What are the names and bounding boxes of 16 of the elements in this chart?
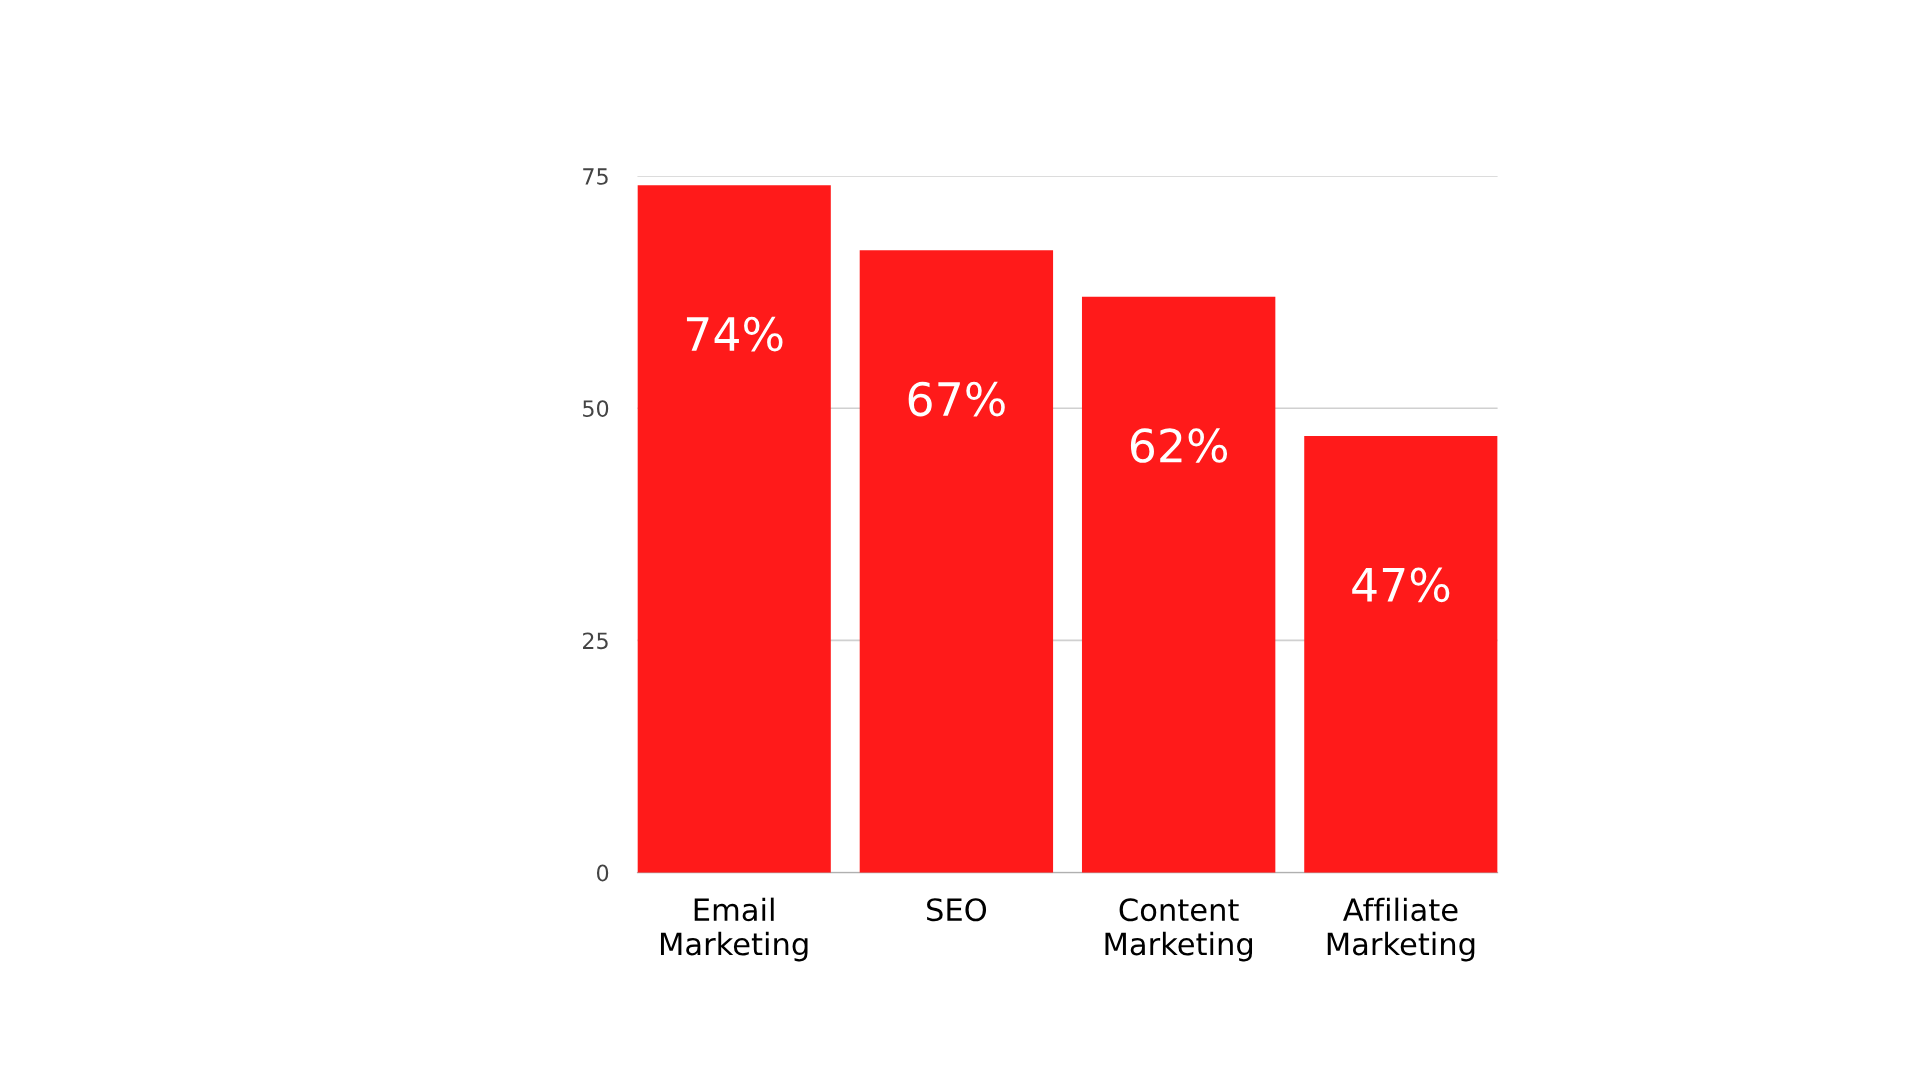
x-tick-label: Affiliate Marketing (1327, 897, 1475, 962)
bar (1304, 436, 1498, 873)
data-label: 74% (686, 316, 783, 352)
y-tick-label: 50 (583, 400, 609, 417)
x-tick-label: Email Marketing (660, 897, 808, 962)
x-tick-label: SEO (927, 898, 987, 922)
y-tick-label: 75 (583, 168, 608, 185)
bar (859, 250, 1054, 873)
data-label: 47% (1352, 567, 1450, 603)
data-label: 62% (1130, 428, 1228, 463)
bar (637, 185, 831, 873)
data-label: 67% (908, 381, 1005, 417)
y-tick-label: 25 (583, 632, 608, 650)
y-tick-label: 0 (596, 864, 609, 882)
x-tick-label: Content Marketing (1105, 898, 1253, 962)
bar (1081, 296, 1276, 873)
